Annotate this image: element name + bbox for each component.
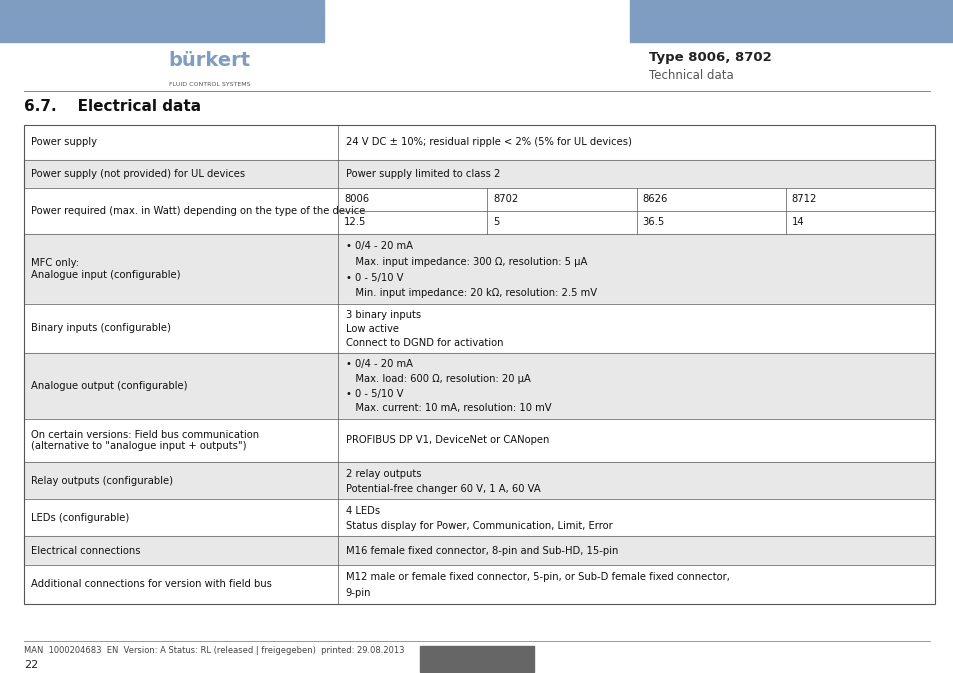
- Text: On certain versions: Field bus communication
(alternative to "analogue input + o: On certain versions: Field bus communica…: [31, 429, 259, 452]
- Text: • 0 - 5/10 V: • 0 - 5/10 V: [345, 273, 403, 283]
- Text: Type 8006, 8702: Type 8006, 8702: [648, 50, 771, 64]
- Text: Analogue output (configurable): Analogue output (configurable): [31, 381, 188, 390]
- Text: English: English: [457, 654, 496, 664]
- Bar: [24, 536, 934, 565]
- Text: 36.5: 36.5: [641, 217, 664, 227]
- Text: bürkert: bürkert: [169, 51, 251, 70]
- Bar: [24, 160, 934, 188]
- Text: • 0 - 5/10 V: • 0 - 5/10 V: [345, 389, 403, 398]
- Bar: [24, 188, 934, 234]
- Bar: [419, 646, 534, 672]
- Bar: [24, 304, 934, 353]
- Text: Potential-free changer 60 V, 1 A, 60 VA: Potential-free changer 60 V, 1 A, 60 VA: [345, 484, 540, 494]
- Text: 12.5: 12.5: [343, 217, 366, 227]
- Text: 8712: 8712: [791, 194, 816, 204]
- Text: Power supply limited to class 2: Power supply limited to class 2: [345, 169, 499, 178]
- Bar: [24, 499, 934, 536]
- Text: Status display for Power, Communication, Limit, Error: Status display for Power, Communication,…: [345, 521, 612, 531]
- Text: Additional connections for version with field bus: Additional connections for version with …: [31, 579, 272, 589]
- Text: Connect to DGND for activation: Connect to DGND for activation: [345, 338, 503, 348]
- Text: 9-pin: 9-pin: [345, 588, 371, 598]
- Text: Power required (max. in Watt) depending on the type of the device: Power required (max. in Watt) depending …: [31, 206, 365, 215]
- Text: 3 binary inputs: 3 binary inputs: [345, 310, 420, 320]
- Text: Max. input impedance: 300 Ω, resolution: 5 μA: Max. input impedance: 300 Ω, resolution:…: [345, 257, 586, 267]
- Text: M12 male or female fixed connector, 5-pin, or Sub-D female fixed connector,: M12 male or female fixed connector, 5-pi…: [345, 572, 729, 582]
- Bar: [24, 234, 934, 304]
- Bar: [24, 419, 934, 462]
- Text: 5: 5: [493, 217, 499, 227]
- Text: Max. current: 10 mA, resolution: 10 mV: Max. current: 10 mA, resolution: 10 mV: [345, 403, 551, 413]
- Text: Low active: Low active: [345, 324, 398, 334]
- Text: Binary inputs (configurable): Binary inputs (configurable): [31, 324, 172, 333]
- Bar: [629, 0, 953, 42]
- Text: 4 LEDs: 4 LEDs: [345, 506, 379, 516]
- Text: Power supply: Power supply: [31, 137, 97, 147]
- Text: MAN  1000204683  EN  Version: A Status: RL (released | freigegeben)  printed: 29: MAN 1000204683 EN Version: A Status: RL …: [24, 646, 404, 656]
- Text: FLUID CONTROL SYSTEMS: FLUID CONTROL SYSTEMS: [169, 81, 251, 87]
- Bar: [24, 353, 934, 419]
- Text: 14: 14: [791, 217, 803, 227]
- Text: Relay outputs (configurable): Relay outputs (configurable): [31, 476, 173, 486]
- Bar: [24, 565, 934, 604]
- Text: 2 relay outputs: 2 relay outputs: [345, 469, 421, 479]
- Text: Electrical connections: Electrical connections: [31, 546, 141, 555]
- Text: 24 V DC ± 10%; residual ripple < 2% (5% for UL devices): 24 V DC ± 10%; residual ripple < 2% (5% …: [345, 137, 631, 147]
- Text: Max. load: 600 Ω, resolution: 20 μA: Max. load: 600 Ω, resolution: 20 μA: [345, 374, 530, 384]
- Text: M16 female fixed connector, 8-pin and Sub-HD, 15-pin: M16 female fixed connector, 8-pin and Su…: [345, 546, 618, 555]
- Text: • 0/4 - 20 mA: • 0/4 - 20 mA: [345, 359, 413, 369]
- Text: 8626: 8626: [641, 194, 667, 204]
- Bar: [0, 0, 324, 42]
- Text: Min. input impedance: 20 kΩ, resolution: 2.5 mV: Min. input impedance: 20 kΩ, resolution:…: [345, 288, 597, 298]
- Text: Technical data: Technical data: [648, 69, 733, 82]
- Text: LEDs (configurable): LEDs (configurable): [31, 513, 130, 523]
- Text: 6.7.    Electrical data: 6.7. Electrical data: [24, 99, 201, 114]
- Text: MFC only:
Analogue input (configurable): MFC only: Analogue input (configurable): [31, 258, 181, 280]
- Bar: [24, 125, 934, 604]
- Text: 8006: 8006: [343, 194, 369, 204]
- Bar: [24, 125, 934, 160]
- Text: 22: 22: [24, 660, 38, 670]
- Text: Power supply (not provided) for UL devices: Power supply (not provided) for UL devic…: [31, 169, 245, 178]
- Text: PROFIBUS DP V1, DeviceNet or CANopen: PROFIBUS DP V1, DeviceNet or CANopen: [345, 435, 549, 446]
- Text: 8702: 8702: [493, 194, 517, 204]
- Bar: [24, 462, 934, 499]
- Text: • 0/4 - 20 mA: • 0/4 - 20 mA: [345, 241, 413, 251]
